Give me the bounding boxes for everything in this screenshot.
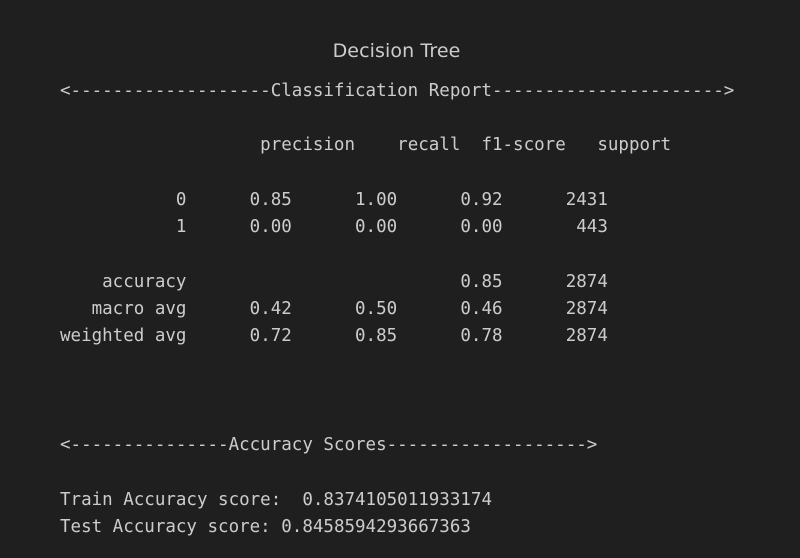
plot-title: Decision Tree [332,40,461,62]
class-rows: 0 0.85 1.00 0.92 2431 1 0.00 0.00 0.00 4… [60,187,608,241]
support-value: 2874 [502,299,608,320]
row-label: macro avg [60,299,187,320]
average-row: weighted avg 0.72 0.85 0.78 2874 [60,323,608,350]
classification-report-header: <-------------------Classification Repor… [60,81,735,101]
class-row: 1 0.00 0.00 0.00 443 [60,214,608,241]
support-value: 443 [502,217,608,238]
support-value: 2874 [502,272,608,292]
row-label: weighted avg [60,326,187,347]
column-header-row: precision recall f1-score support [60,135,671,155]
column-support: support [565,135,672,155]
f1-score-value: 0.85 [397,272,503,292]
row-label: 0 [60,190,187,210]
precision-value: 0.42 [186,299,292,320]
report-column-headers: precision recall f1-score support [60,132,671,159]
test-accuracy-line: Test Accuracy score: 0.8458594293667363 [60,514,492,541]
test-accuracy-value: 0.8458594293667363 [281,517,471,538]
f1-score-value: 0.78 [397,326,503,347]
average-row: accuracy 0.85 2874 [60,269,608,296]
recall-value [292,272,397,292]
column-recall: recall [355,135,461,155]
recall-value: 0.50 [291,299,398,320]
train-accuracy-label: Train Accuracy score: [60,490,282,510]
row-label: accuracy [60,272,187,292]
train-accuracy-value: 0.8374105011933174 [302,490,492,510]
recall-value: 0.00 [291,217,398,238]
accuracy-scores-header: <---------------Accuracy Scores---------… [60,435,598,455]
average-row: macro avg 0.42 0.50 0.46 2874 [60,296,608,323]
precision-value: 0.00 [186,217,292,238]
class-row: 0 0.85 1.00 0.92 2431 [60,187,608,214]
recall-value: 1.00 [291,190,398,210]
test-accuracy-label: Test Accuracy score: [60,517,271,538]
row-label: 1 [60,217,187,238]
support-value: 2874 [502,326,608,347]
support-value: 2431 [502,190,608,210]
precision-value: 0.72 [186,326,292,347]
train-accuracy-line: Train Accuracy score: 0.8374105011933174 [60,487,492,514]
average-rows: accuracy 0.85 2874 macro avg 0.42 0.50 0… [60,269,608,351]
column-precision: precision [60,135,356,155]
f1-score-value: 0.92 [397,190,503,210]
f1-score-value: 0.46 [397,299,503,320]
precision-value: 0.85 [186,190,292,210]
precision-value [186,272,291,292]
column-f1-score: f1-score [460,135,566,155]
accuracy-scores: Train Accuracy score: 0.8374105011933174… [60,487,492,541]
f1-score-value: 0.00 [397,217,503,238]
recall-value: 0.85 [291,326,398,347]
